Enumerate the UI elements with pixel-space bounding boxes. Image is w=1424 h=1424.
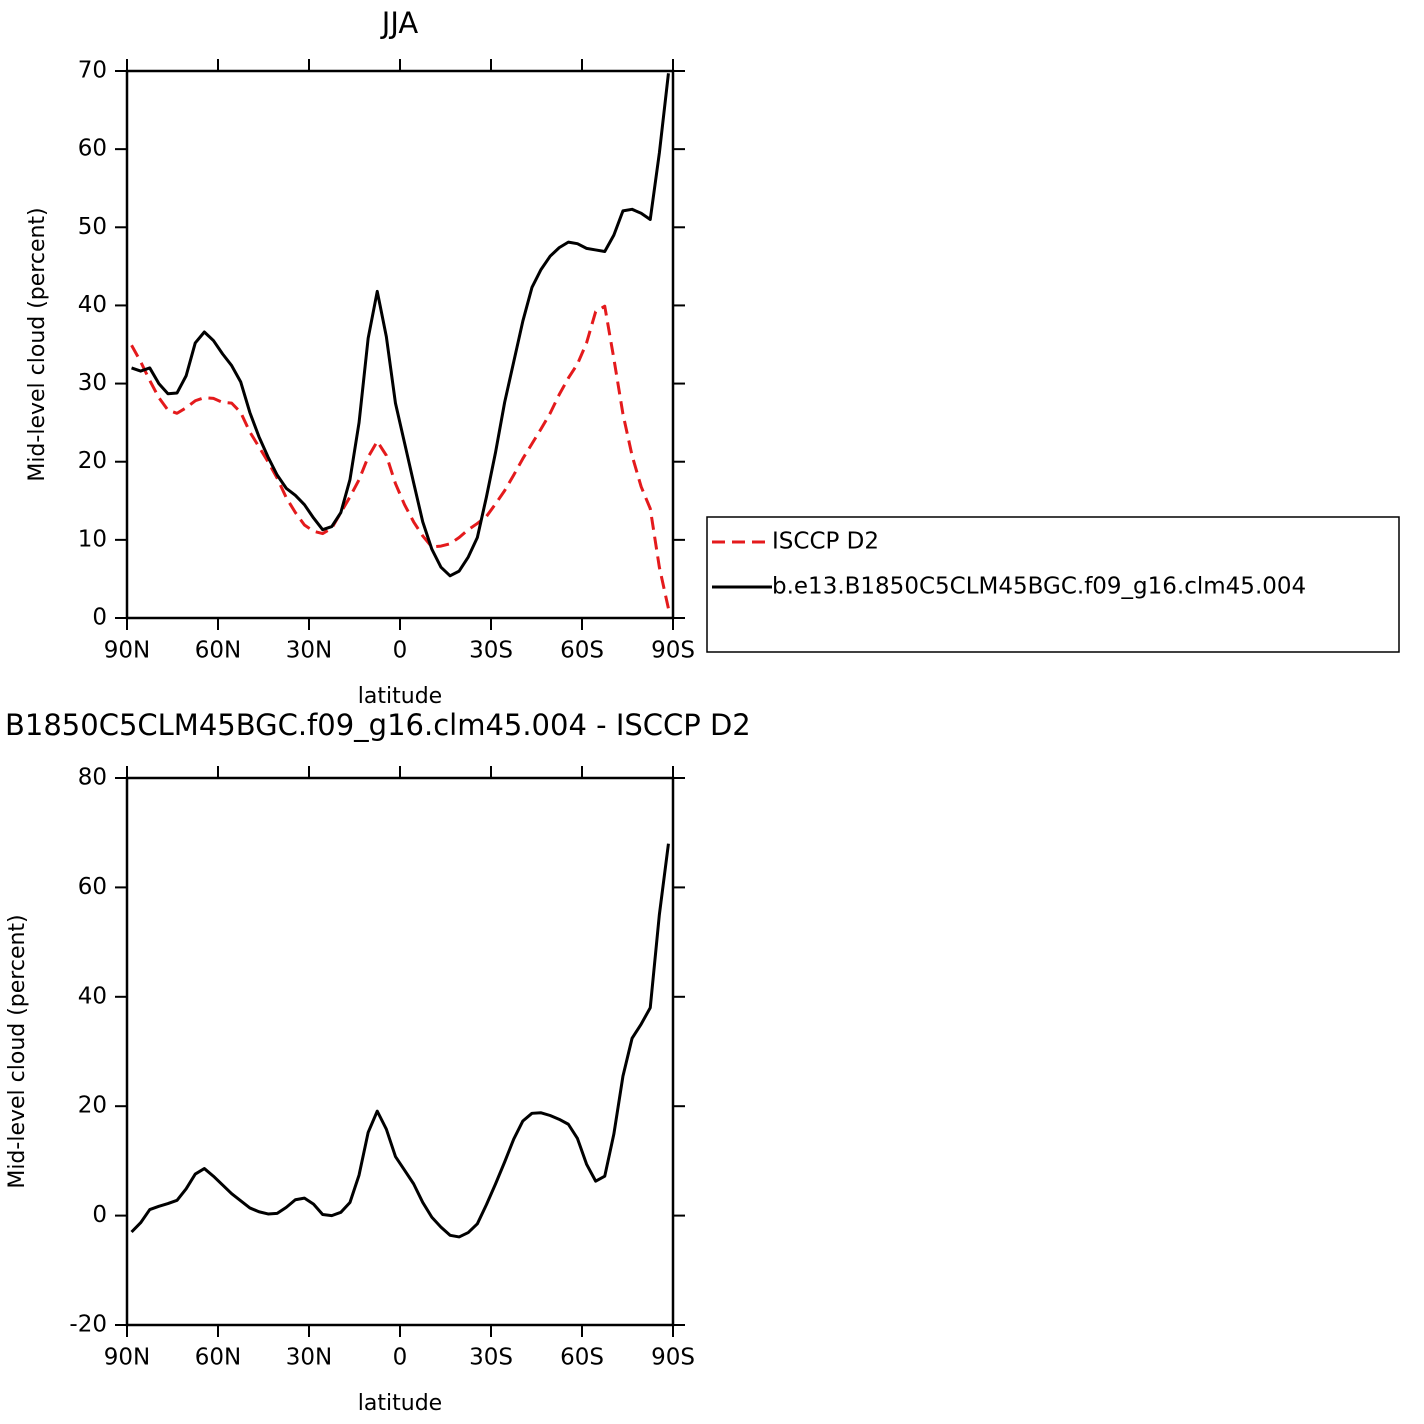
- x-tick-label: 0: [393, 1345, 408, 1371]
- y-tick-label: 30: [78, 370, 107, 396]
- x-tick-label: 90N: [104, 638, 150, 664]
- x-axis-label: latitude: [358, 1391, 442, 1416]
- plot-frame: [125, 776, 675, 1327]
- y-tick-label: 50: [78, 214, 107, 240]
- plot-frame: [125, 69, 675, 620]
- y-tick-label: 40: [78, 292, 107, 318]
- legend-box: [706, 516, 1400, 653]
- y-tick-label: 0: [92, 1202, 107, 1228]
- x-tick-label: 60N: [195, 638, 241, 664]
- x-tick-label: 30S: [469, 638, 513, 664]
- x-tick-label: 60S: [560, 1345, 604, 1371]
- x-tick-label: 60N: [195, 1345, 241, 1371]
- y-tick-label: 0: [92, 605, 107, 631]
- y-axis-label: Mid-level cloud (percent): [5, 914, 30, 1188]
- y-tick-label: 20: [78, 448, 107, 474]
- data-line: [131, 73, 670, 578]
- x-tick-label: 0: [393, 638, 408, 664]
- y-tick-label: 60: [78, 874, 107, 900]
- legend-label: b.e13.B1850C5CLM45BGC.f09_g16.clm45.004: [772, 574, 1306, 600]
- y-tick-label: -20: [69, 1312, 107, 1338]
- x-tick-label: 30N: [286, 1345, 332, 1371]
- y-tick-label: 60: [78, 136, 107, 162]
- x-tick-label: 90S: [651, 638, 695, 664]
- y-tick-label: 80: [78, 765, 107, 791]
- x-tick-label: 90S: [651, 1345, 695, 1371]
- chart-title: B1850C5CLM45BGC.f09_g16.clm45.004 - ISCC…: [5, 708, 751, 742]
- legend-label: ISCCP D2: [772, 529, 879, 555]
- x-tick-label: 30S: [469, 1345, 513, 1371]
- x-axis-label: latitude: [358, 684, 442, 709]
- x-tick-label: 90N: [104, 1345, 150, 1371]
- y-tick-label: 20: [78, 1093, 107, 1119]
- chart-title: JJA: [380, 6, 419, 40]
- y-tick-label: 40: [78, 983, 107, 1009]
- y-tick-label: 10: [78, 526, 107, 552]
- y-tick-label: 70: [78, 58, 107, 84]
- x-tick-label: 30N: [286, 638, 332, 664]
- data-line: [130, 843, 670, 1239]
- y-axis-label: Mid-level cloud (percent): [25, 207, 50, 481]
- data-line: [130, 304, 670, 609]
- x-tick-label: 60S: [560, 638, 604, 664]
